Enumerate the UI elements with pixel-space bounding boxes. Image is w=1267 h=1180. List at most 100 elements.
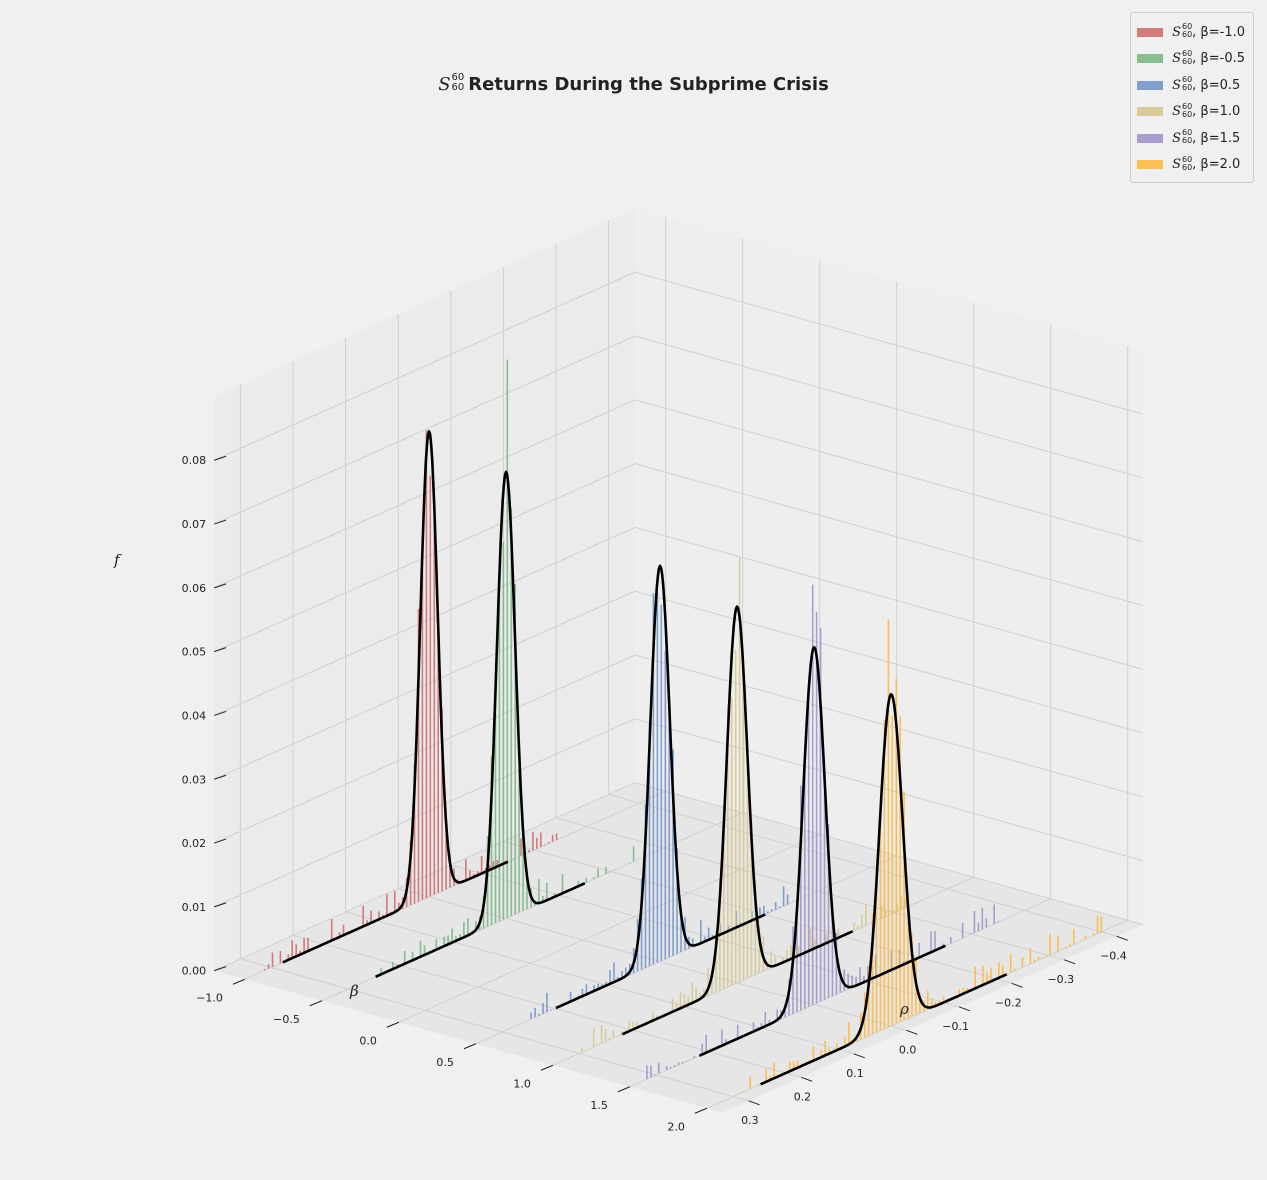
grid-line	[345, 911, 854, 1055]
tick-mark	[213, 966, 227, 972]
legend-item: S 60 60, β=1.0	[1137, 99, 1245, 126]
density-curve	[621, 605, 854, 1036]
grid-line	[213, 718, 636, 908]
density-curve	[555, 564, 766, 1010]
legend-symbol: S	[1172, 24, 1181, 40]
tick-mark	[213, 519, 227, 525]
y-tick-label: 0.0	[359, 1034, 377, 1047]
axis-panes	[214, 208, 1144, 1113]
legend-item: S 60 60, β=1.5	[1137, 125, 1245, 152]
y-tick-label: −1.0	[196, 991, 223, 1004]
tick-mark	[906, 1029, 918, 1035]
grid-line	[240, 958, 749, 1102]
legend-symbol: S	[1172, 104, 1181, 120]
grid-line	[475, 855, 897, 1045]
legend-swatch	[1137, 54, 1164, 64]
grid-line	[213, 526, 636, 716]
legend-sup: 60	[1181, 101, 1193, 111]
grid-line	[634, 271, 1144, 415]
z-tick-label: 0.08	[182, 454, 207, 467]
tick-mark	[748, 1100, 760, 1106]
grid-line	[450, 864, 960, 1008]
grid-line	[213, 654, 636, 844]
y-tick-label: 2.0	[667, 1120, 685, 1133]
tick-mark	[801, 1076, 813, 1082]
legend-sub: 60	[1181, 83, 1193, 93]
z-tick-label: 0.02	[182, 837, 207, 850]
tick-mark	[213, 455, 227, 461]
tick-mark	[694, 1107, 708, 1114]
legend-swatch	[1137, 27, 1164, 37]
legend-sub: 60	[1181, 162, 1193, 172]
y-tick-label: −0.5	[273, 1013, 300, 1026]
legend-label: , β=1.5	[1192, 130, 1241, 146]
tick-mark	[213, 838, 227, 844]
legend-item: S 60 60, β=-0.5	[1137, 46, 1245, 73]
tick-mark	[213, 774, 227, 780]
tick-mark	[213, 902, 227, 908]
legend-sup: 60	[1181, 128, 1193, 138]
legend: S 60 60, β=-1.0 S 60 60, β=-0.5 S 60 60, β=0.5…	[1130, 12, 1254, 183]
grid-line	[608, 793, 1117, 937]
legend-symbol: S	[1172, 130, 1181, 146]
x-tick-label: −0.2	[995, 996, 1022, 1009]
grid-line	[398, 833, 820, 1023]
legend-label: , β=-1.0	[1192, 24, 1245, 40]
legend-sub: 60	[1181, 30, 1193, 40]
grid-line	[213, 590, 636, 780]
x-tick-label: 0.1	[846, 1067, 864, 1080]
x-tick-label: 0.3	[741, 1114, 759, 1127]
tick-mark	[617, 1086, 631, 1093]
x-tick-label: 0.0	[899, 1043, 917, 1056]
legend-label: , β=2.0	[1192, 157, 1241, 173]
z-tick-label: 0.00	[182, 965, 207, 978]
y-tick-label: 0.5	[436, 1056, 454, 1069]
side-pane	[634, 208, 1144, 925]
legend-label: , β=0.5	[1192, 77, 1241, 93]
tick-mark	[540, 1064, 554, 1071]
grid-line	[634, 399, 1144, 543]
z-tick-label: 0.07	[182, 518, 207, 531]
legend-symbol: S	[1172, 157, 1181, 173]
floor-pane	[214, 782, 1144, 1113]
back-pane	[214, 208, 635, 971]
chart-title: S 60 60 Returns During the Subprime Crisis	[0, 73, 1267, 96]
x-axis-label: ρ	[899, 1000, 909, 1018]
tick-mark	[1116, 935, 1128, 941]
tick-mark	[232, 978, 246, 985]
y-tick-label: 1.5	[590, 1099, 608, 1112]
tick-mark	[1011, 982, 1023, 988]
legend-symbol: S	[1172, 77, 1181, 93]
grid-line	[634, 335, 1144, 479]
tick-mark	[1064, 959, 1076, 965]
tick-mark	[213, 647, 227, 653]
legend-label: , β=1.0	[1192, 104, 1241, 120]
density-curve	[375, 470, 586, 978]
title-text: Returns During the Subprime Crisis	[468, 74, 829, 95]
x-tick-label: −0.1	[942, 1020, 969, 1033]
legend-sup: 60	[1181, 154, 1193, 164]
z-tick-label: 0.05	[182, 646, 207, 659]
x-tick-label: 0.2	[794, 1090, 812, 1103]
tick-mark	[386, 1021, 400, 1028]
tick-mark	[213, 710, 227, 716]
grid-line	[213, 463, 636, 653]
legend-swatch	[1137, 80, 1164, 90]
grid-line	[213, 335, 636, 525]
x-tick-label: −0.4	[1100, 949, 1127, 962]
legend-swatch	[1137, 133, 1164, 143]
tick-mark	[463, 1043, 477, 1050]
y-tick-label: 1.0	[513, 1077, 531, 1090]
legend-label: , β=-0.5	[1192, 51, 1245, 67]
legend-swatch	[1137, 160, 1164, 170]
legend-sup: 60	[1181, 48, 1193, 58]
axis-ticks: 0.30.20.10.0−0.1−0.2−0.3−0.4−1.0−0.50.00…	[182, 454, 1128, 1133]
grid-line	[634, 526, 1144, 670]
legend-swatch	[1137, 107, 1164, 117]
title-subscript: 60	[451, 82, 465, 93]
legend-item: S 60 60, β=0.5	[1137, 72, 1245, 99]
z-tick-label: 0.03	[182, 773, 207, 786]
tick-mark	[853, 1053, 865, 1059]
legend-sup: 60	[1181, 75, 1193, 85]
